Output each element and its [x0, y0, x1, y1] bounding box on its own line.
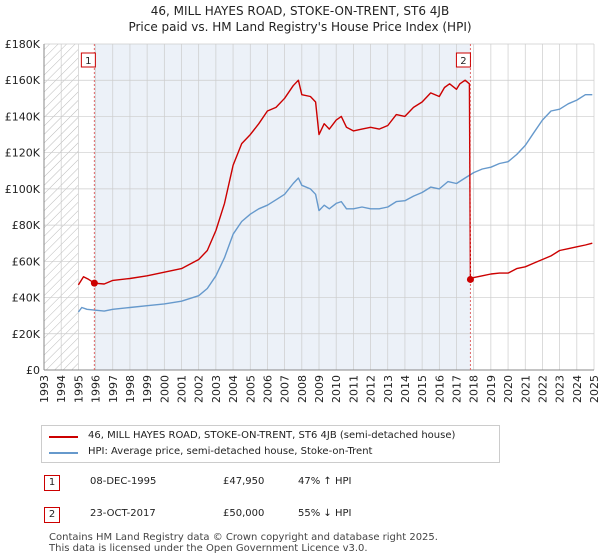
legend-item-property: 46, MILL HAYES ROAD, STOKE-ON-TRENT, ST6… — [42, 428, 499, 446]
transaction-row: 2 23-OCT-2017 £50,000 55% ↓ HPI — [40, 506, 560, 526]
transaction-date: 23-OCT-2017 — [90, 508, 156, 519]
x-tick-label: 2002 — [193, 375, 206, 403]
x-tick-label: 2005 — [244, 375, 257, 403]
y-tick-label: £60K — [12, 255, 41, 268]
footer-license: This data is licensed under the Open Gov… — [49, 543, 368, 554]
y-tick-label: £100K — [5, 183, 41, 196]
x-tick-label: 2007 — [279, 375, 292, 403]
marker-dot — [90, 279, 98, 287]
x-tick-label: 2014 — [399, 375, 412, 403]
chart-area: £0 £20K £40K £60K £80K £100K £120K £140K £160K £1… — [5, 38, 600, 403]
x-tick-label: 2022 — [536, 375, 549, 403]
footer-copyright: Contains HM Land Registry data © Crown c… — [49, 532, 438, 543]
y-tick-label: £140K — [5, 110, 41, 123]
marker-dot — [466, 275, 474, 283]
chart-title: 46, MILL HAYES ROAD, STOKE-ON-TRENT, ST6… — [150, 4, 450, 18]
marker-badge-label: 2 — [460, 56, 466, 67]
transaction-date: 08-DEC-1995 — [90, 476, 157, 487]
property-series-line — [77, 79, 593, 286]
legend-swatch-hpi — [49, 452, 78, 454]
x-tick-label: 1995 — [72, 375, 85, 403]
y-tick-label: £180K — [5, 38, 41, 51]
x-tick-label: 2004 — [227, 375, 240, 403]
transaction-price: £47,950 — [223, 476, 265, 487]
y-tick-label: £40K — [12, 292, 41, 305]
x-tick-label: 2008 — [296, 375, 309, 403]
x-tick-label: 2015 — [416, 375, 429, 403]
x-tick-label: 2013 — [382, 375, 395, 403]
chart-subtitle: Price paid vs. HM Land Registry's House … — [128, 20, 472, 34]
transaction-price: £50,000 — [223, 508, 265, 519]
x-tick-label: 2011 — [347, 375, 360, 403]
y-tick-label: £160K — [5, 74, 41, 87]
y-tick-label: £120K — [5, 147, 41, 160]
x-tick-label: 2018 — [468, 375, 481, 403]
x-tick-label: 2010 — [330, 375, 343, 403]
x-tick-label: 2000 — [158, 375, 171, 403]
x-tick-label: 2006 — [261, 375, 274, 403]
x-tick-label: 1998 — [124, 375, 137, 403]
x-tick-label: 2024 — [571, 375, 584, 403]
legend-label-hpi: HPI: Average price, semi-detached house,… — [88, 446, 373, 457]
marker-badge-label: 1 — [85, 56, 91, 67]
transaction-hpi: 47% ↑ HPI — [298, 476, 352, 487]
x-tick-label: 2019 — [485, 375, 498, 403]
marker-badge — [80, 52, 96, 68]
shaded-range — [94, 44, 471, 370]
x-tick-label: 2020 — [502, 375, 515, 403]
y-tick-label: £0 — [26, 364, 40, 377]
y-tick-label: £80K — [12, 219, 41, 232]
transaction-badge: 1 — [44, 475, 60, 491]
x-tick-label: 1996 — [90, 375, 103, 403]
x-tick-label: 2009 — [313, 375, 326, 403]
x-tick-label: 2003 — [210, 375, 223, 403]
x-tick-label: 1997 — [107, 375, 120, 403]
hpi-series-line — [77, 94, 593, 313]
legend-swatch-property — [49, 436, 78, 438]
x-tick-label: 2023 — [554, 375, 567, 403]
legend: 46, MILL HAYES ROAD, STOKE-ON-TRENT, ST6… — [41, 425, 500, 463]
x-tick-label: 1993 — [38, 375, 51, 403]
y-tick-label: £20K — [12, 328, 41, 341]
legend-item-hpi: HPI: Average price, semi-detached house,… — [42, 444, 499, 462]
x-tick-label: 2021 — [519, 375, 532, 403]
x-tick-label: 1994 — [55, 375, 68, 403]
transaction-badge: 2 — [44, 507, 60, 523]
x-tick-label: 2025 — [588, 375, 600, 403]
transaction-hpi: 55% ↓ HPI — [298, 508, 352, 519]
x-tick-label: 2017 — [451, 375, 464, 403]
x-tick-label: 1999 — [141, 375, 154, 403]
x-tick-label: 2012 — [365, 375, 378, 403]
marker-badge — [455, 52, 471, 68]
x-tick-label: 2016 — [433, 375, 446, 403]
x-tick-label: 2001 — [176, 375, 189, 403]
legend-label-property: 46, MILL HAYES ROAD, STOKE-ON-TRENT, ST6… — [88, 430, 456, 441]
transaction-row: 1 08-DEC-1995 £47,950 47% ↑ HPI — [40, 474, 560, 494]
